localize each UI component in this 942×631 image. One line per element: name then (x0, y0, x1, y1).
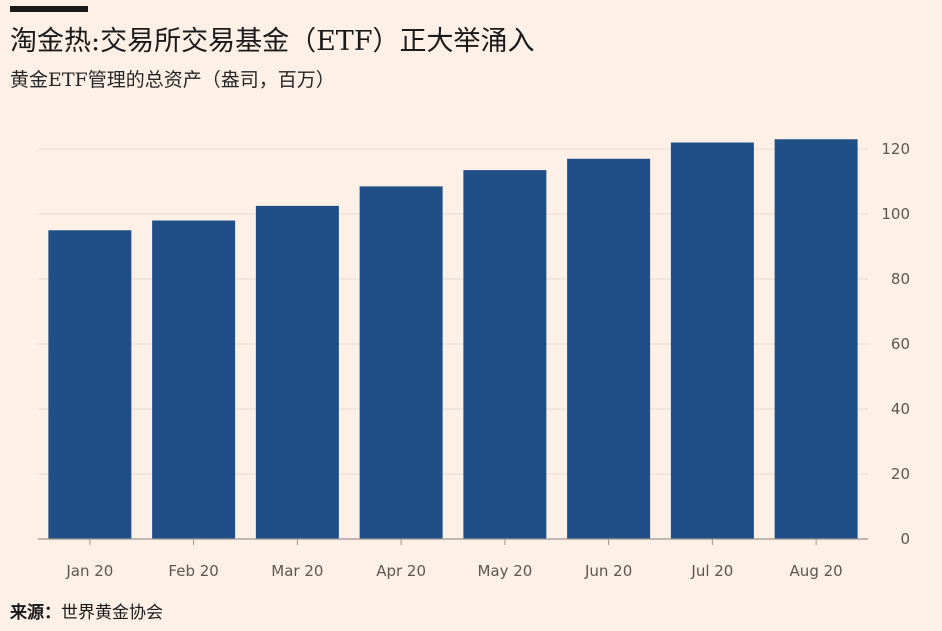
bar (152, 220, 236, 539)
bar (463, 170, 547, 539)
bar (774, 139, 858, 539)
bar (48, 230, 132, 539)
x-tick-label: May 20 (477, 562, 532, 580)
x-tick-label: Jun 20 (584, 562, 632, 580)
chart-title: 淘金热:交易所交易基金（ETF）正大举涌入 (10, 26, 535, 57)
bar (255, 205, 339, 539)
y-tick-label: 80 (891, 270, 910, 288)
y-tick-label: 100 (881, 205, 910, 223)
bar (670, 142, 754, 539)
top-rule (10, 6, 88, 12)
y-tick-label: 20 (891, 465, 910, 483)
y-tick-label: 0 (900, 530, 910, 548)
x-tick-label: Feb 20 (168, 562, 218, 580)
x-tick-label: Jul 20 (690, 562, 733, 580)
x-tick-label: Mar 20 (271, 562, 323, 580)
source-note: 来源：世界黄金协会 (10, 601, 163, 625)
bar (359, 186, 443, 539)
bar (567, 158, 651, 539)
source-text: 世界黄金协会 (61, 603, 163, 623)
source-label: 来源： (10, 603, 61, 623)
bar-chart: 0 20 40 60 80 100 120 Jan 20 Feb 20 Mar 20 Apr 20 M… (38, 139, 910, 580)
x-tick-label: Aug 20 (790, 562, 843, 580)
x-tick-label: Apr 20 (376, 562, 426, 580)
y-tick-label: 120 (881, 140, 910, 158)
x-tick-label: Jan 20 (65, 562, 113, 580)
y-tick-label: 60 (891, 335, 910, 353)
y-tick-label: 40 (891, 400, 910, 418)
chart-subtitle: 黄金ETF管理的总资产（盎司，百万） (10, 69, 335, 91)
